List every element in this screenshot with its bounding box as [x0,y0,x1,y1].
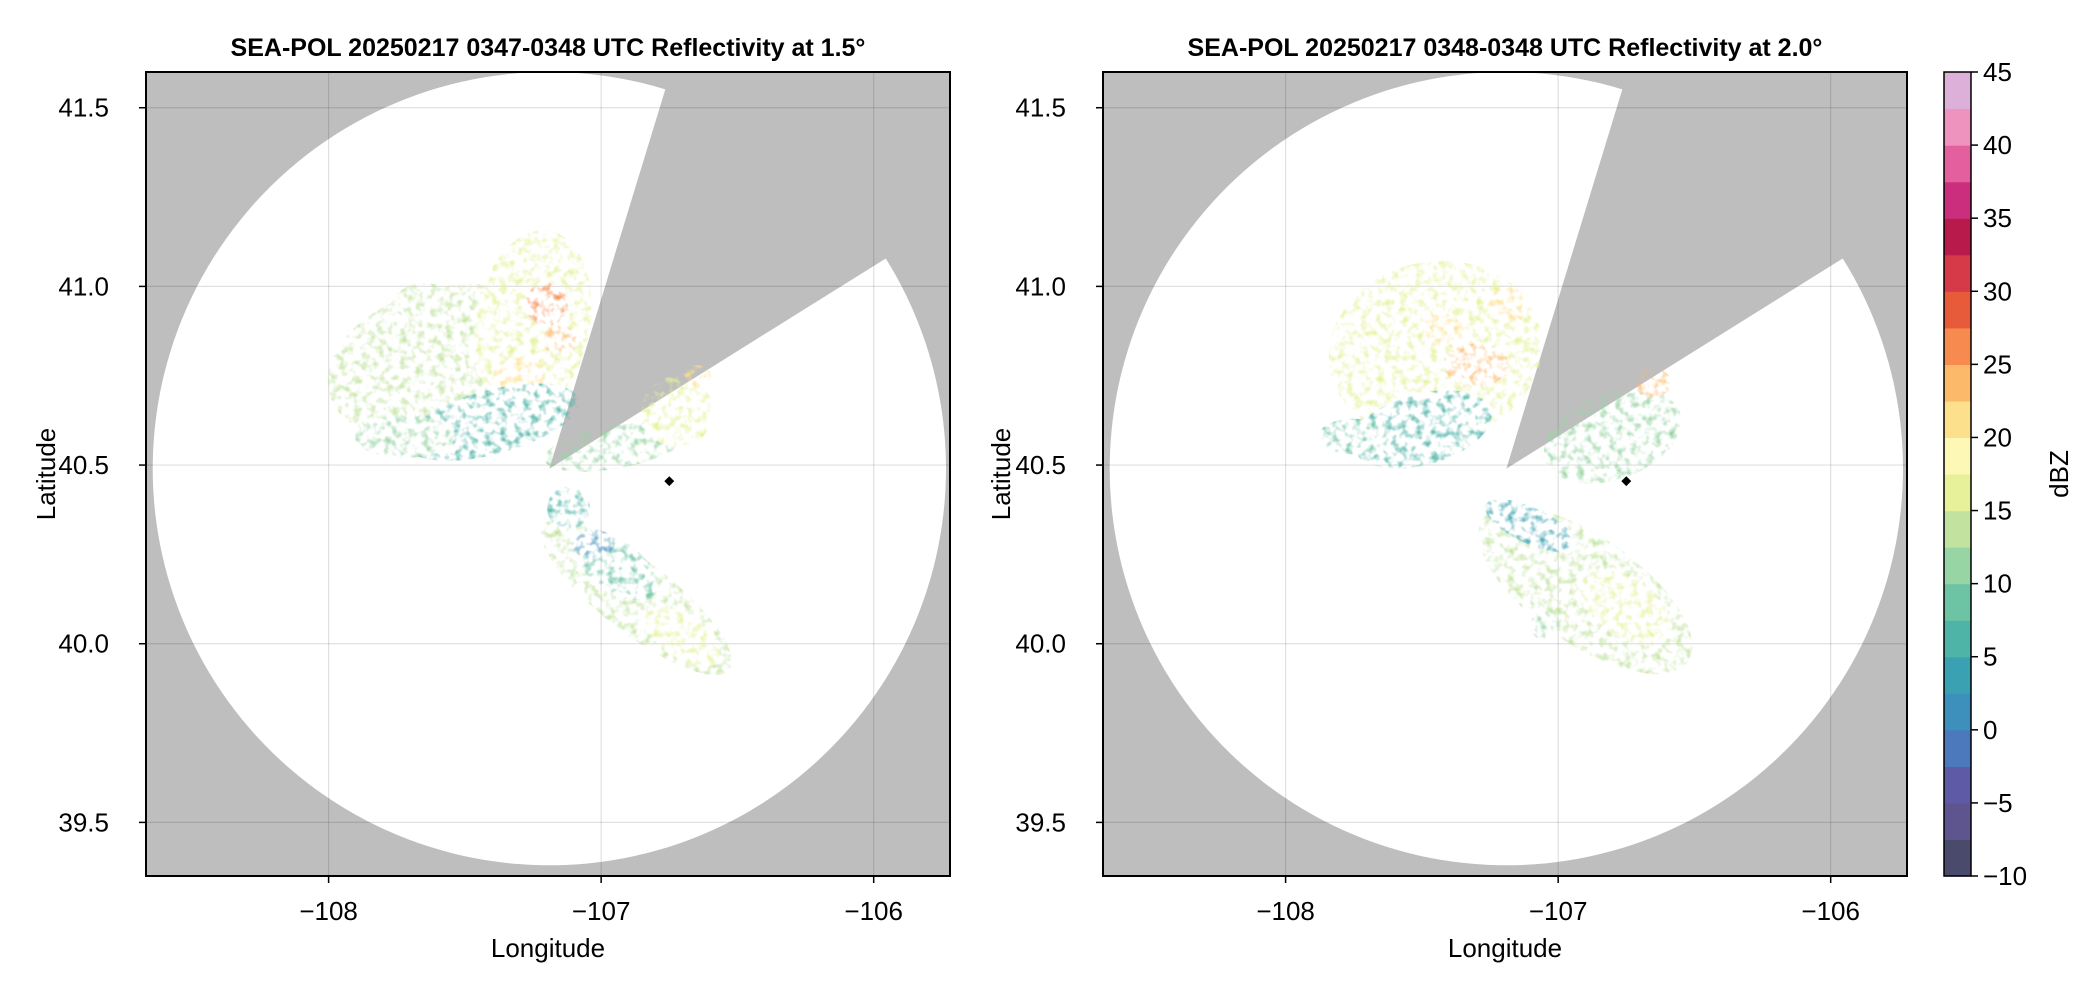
panel-right-x-ticks: −108 −107 −106 [1256,876,1860,926]
echo-region [1318,418,1390,455]
x-tick-label: −107 [1529,896,1588,926]
panel-left-y-ticks: 39.5 40.0 40.5 41.0 41.5 [58,93,146,837]
colorbar-swatch [1944,254,1971,292]
colorbar-tick-label: 40 [1983,130,2012,160]
colorbar-swatch [1944,656,1971,694]
panel-left-plot-area [146,72,950,876]
colorbar-swatch [1944,437,1971,475]
echo-region [1530,611,1559,641]
panel-left-x-axis-label: Longitude [491,933,605,963]
echo-region [544,422,686,472]
echo-region [571,529,615,558]
x-tick-label: −106 [1801,896,1860,926]
colorbar-swatch [1944,218,1971,256]
colorbar-swatch [1944,474,1971,512]
colorbar-swatch [1944,547,1971,585]
panel-left: SEA-POL 20250217 0347-0348 UTC Reflectiv… [31,34,951,963]
panel-right-site-marker [1621,476,1632,487]
echo-region [1444,343,1509,387]
echo-region [682,365,711,387]
colorbar: 45 40 35 30 25 20 15 10 5 0 −5 −10 dBZ [1943,57,2074,891]
x-tick-label: −108 [1256,896,1315,926]
echo-region [1422,311,1466,348]
colorbar-tick-label: −5 [1983,788,2013,818]
panel-right-y-ticks: 39.5 40.0 40.5 41.0 41.5 [1015,93,1103,837]
colorbar-swatch [1944,327,1971,365]
panel-left-title: SEA-POL 20250217 0347-0348 UTC Reflectiv… [231,34,866,62]
echo-region [645,606,721,667]
colorbar-swatch [1944,400,1971,439]
echo-region [1635,368,1672,398]
echo-region [525,282,569,326]
panel-right-plot-area [1103,72,1907,876]
y-tick-label: 41.0 [1015,271,1066,301]
x-tick-label: −107 [572,896,631,926]
colorbar-label: dBZ [2044,450,2074,498]
y-tick-label: 41.5 [1015,93,1066,123]
panel-right-title: SEA-POL 20250217 0348-0348 UTC Reflectiv… [1188,34,1823,62]
panel-right-radar-coverage [1109,72,1904,866]
echo-region [1487,286,1531,323]
colorbar-tick-label: 5 [1983,642,1997,672]
y-tick-label: 39.5 [58,807,109,837]
y-tick-label: 41.0 [58,271,109,301]
panel-left-frame [145,71,951,877]
x-tick-label: −108 [299,896,358,926]
x-tick-label: −106 [844,896,903,926]
colorbar-swatch [1944,693,1971,731]
panel-left-radar-coverage [152,72,947,866]
colorbar-swatch [1944,510,1971,548]
echo-region [388,282,460,348]
echo-region [1543,389,1682,484]
panel-left-x-ticks: −108 −107 −106 [299,876,903,926]
colorbar-tick-label: 25 [1983,349,2012,379]
echo-region [1582,570,1671,646]
colorbar-tick-label: 30 [1983,276,2012,306]
colorbar-swatch [1944,620,1971,658]
panel-right-echoes [1318,260,1693,675]
colorbar-frame [1943,71,1972,877]
colorbar-swatch [1944,108,1971,146]
y-tick-label: 40.5 [1015,450,1066,480]
y-tick-label: 40.5 [58,450,109,480]
colorbar-tick-label: 45 [1983,57,2012,87]
colorbar-tick-label: 15 [1983,496,2012,526]
colorbar-swatch [1944,766,1971,804]
panel-right: SEA-POL 20250217 0348-0348 UTC Reflectiv… [986,34,1908,963]
echo-region [547,486,590,530]
panel-left-site-marker [664,476,675,487]
panel-right-x-axis-label: Longitude [1448,933,1562,963]
panel-right-frame [1102,71,1908,877]
echo-region [641,375,714,448]
colorbar-swatch [1944,291,1971,329]
echo-region [542,325,579,355]
panel-left-echoes [327,230,733,676]
y-tick-label: 40.0 [58,629,109,659]
colorbar-swatch [1944,839,1971,877]
colorbar-tick-label: 35 [1983,203,2012,233]
panel-left-grid [146,72,950,876]
colorbar-ticks: 45 40 35 30 25 20 15 10 5 0 −5 −10 [1971,57,2027,891]
colorbar-tick-label: −10 [1983,861,2027,891]
colorbar-swatch [1944,72,1971,110]
colorbar-swatch [1944,364,1971,402]
panel-right-y-axis-label: Latitude [986,428,1016,521]
colorbar-swatch [1944,729,1971,767]
echo-region [1484,499,1577,553]
colorbar-tick-label: 20 [1983,422,2012,452]
y-tick-label: 39.5 [1015,807,1066,837]
colorbar-tick-label: 10 [1983,569,2012,599]
y-tick-label: 41.5 [58,93,109,123]
echo-region [1352,390,1492,469]
colorbar-swatch [1944,145,1971,183]
colorbar-swatch [1944,181,1971,219]
colorbar-swatches [1944,72,1971,877]
panel-left-y-axis-label: Latitude [31,428,61,521]
colorbar-tick-label: 0 [1983,715,1997,745]
colorbar-swatch [1944,802,1971,841]
y-tick-label: 40.0 [1015,629,1066,659]
echo-region [354,415,455,458]
colorbar-swatch [1944,583,1971,621]
